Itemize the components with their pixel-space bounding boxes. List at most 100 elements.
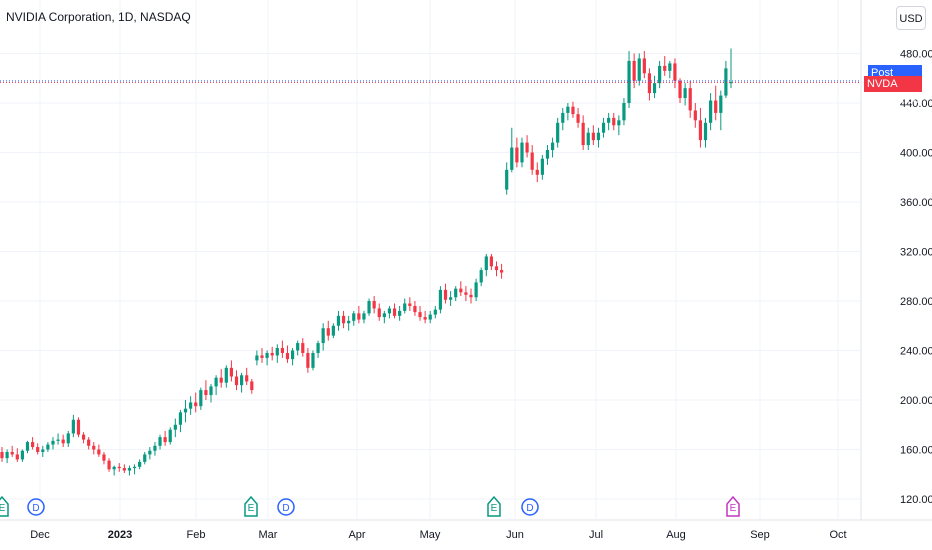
- candle-body: [581, 122, 585, 146]
- earnings-marker: [0, 495, 9, 517]
- upcoming-earnings-marker: [726, 495, 740, 517]
- candle-body: [194, 402, 198, 407]
- candle-body: [163, 437, 167, 443]
- candle-body: [285, 352, 290, 360]
- candle-body: [189, 402, 193, 409]
- candle-body: [637, 58, 641, 81]
- x-tick-label: Feb: [187, 529, 206, 541]
- candle-body: [454, 288, 458, 298]
- dividend-marker: [277, 498, 295, 516]
- candle-body: [306, 352, 310, 368]
- candle-body: [311, 352, 315, 368]
- candle-body: [438, 289, 443, 310]
- candle-body: [275, 348, 279, 356]
- candle-body: [668, 63, 672, 71]
- candle-body: [479, 270, 483, 283]
- candle-body: [571, 106, 575, 115]
- candle-body: [219, 377, 223, 383]
- candle-body: [367, 301, 371, 314]
- candle-body: [122, 468, 126, 471]
- event-marker-label: D: [32, 503, 39, 514]
- candle-body: [0, 451, 4, 459]
- y-tick-label: 120.00: [900, 494, 932, 506]
- candle-body: [525, 142, 529, 153]
- candle-body: [296, 343, 300, 351]
- earnings-marker: [487, 495, 501, 517]
- candle-body: [158, 437, 162, 446]
- event-marker-label: E: [248, 503, 255, 514]
- candle-body: [245, 375, 249, 382]
- candle-body: [51, 440, 55, 445]
- candle-body: [530, 152, 534, 170]
- candle-body: [535, 169, 539, 175]
- candle-body: [265, 352, 269, 358]
- x-tick-label: Mar: [259, 529, 278, 541]
- candle-body: [20, 450, 24, 460]
- candle-body: [484, 256, 488, 271]
- candle-body: [76, 419, 81, 435]
- candle-body: [183, 408, 188, 413]
- candle-body: [321, 328, 325, 344]
- candle-body: [153, 445, 157, 451]
- candle-body: [678, 80, 682, 99]
- candle-body: [693, 110, 697, 121]
- y-tick-label: 320.00: [900, 247, 932, 259]
- x-tick-label: Jun: [506, 529, 524, 541]
- candle-body: [418, 312, 422, 318]
- candle-body: [260, 355, 264, 358]
- candle-body: [612, 117, 616, 126]
- candle-body: [178, 412, 183, 425]
- candle-body: [703, 122, 708, 141]
- candle-body: [556, 122, 560, 143]
- candle-body: [474, 282, 478, 298]
- candle-body: [240, 375, 244, 386]
- y-tick-label: 480.00: [900, 49, 932, 61]
- candle-body: [494, 266, 499, 271]
- candle-body: [724, 68, 728, 96]
- candle-body: [199, 390, 203, 407]
- candle-body: [117, 466, 121, 469]
- x-tick-label: Sep: [750, 529, 770, 541]
- candle-body: [372, 301, 376, 309]
- candle-body: [168, 429, 172, 443]
- candle-body: [469, 294, 473, 298]
- currency-button[interactable]: USD: [896, 6, 926, 30]
- candle-body: [398, 310, 402, 316]
- candle-body: [698, 120, 703, 141]
- candle-body: [97, 449, 101, 455]
- candle-body: [71, 419, 75, 434]
- candle-body: [87, 439, 91, 446]
- candle-body: [591, 132, 595, 141]
- candle-body: [540, 158, 544, 175]
- candle-body: [423, 317, 427, 320]
- y-tick-label: 160.00: [900, 445, 932, 457]
- candle-body: [382, 313, 386, 318]
- candle-body: [464, 292, 468, 295]
- dividend-marker: [27, 498, 45, 516]
- candle-body: [347, 320, 351, 324]
- candle-body: [301, 343, 305, 353]
- candle-body: [607, 117, 611, 123]
- candle-body: [56, 439, 60, 441]
- candle-body: [719, 95, 723, 113]
- earnings-marker: [244, 495, 258, 517]
- x-tick-label: 2023: [108, 529, 132, 541]
- candle-body: [352, 313, 356, 321]
- candle-body: [550, 142, 555, 151]
- event-marker-label: D: [526, 503, 533, 514]
- candle-body: [224, 367, 228, 383]
- candle-body: [280, 348, 284, 353]
- candle-body: [596, 132, 601, 141]
- candle-body: [138, 461, 142, 467]
- y-tick-label: 200.00: [900, 395, 932, 407]
- candle-body: [489, 256, 493, 267]
- candle-body: [234, 376, 239, 386]
- x-tick-label: May: [420, 529, 441, 541]
- candle-body: [683, 88, 687, 99]
- candle-body: [647, 73, 652, 94]
- candle-body: [449, 297, 453, 300]
- candle-body: [709, 100, 713, 123]
- candle-body: [112, 466, 116, 470]
- candle-body: [510, 147, 514, 170]
